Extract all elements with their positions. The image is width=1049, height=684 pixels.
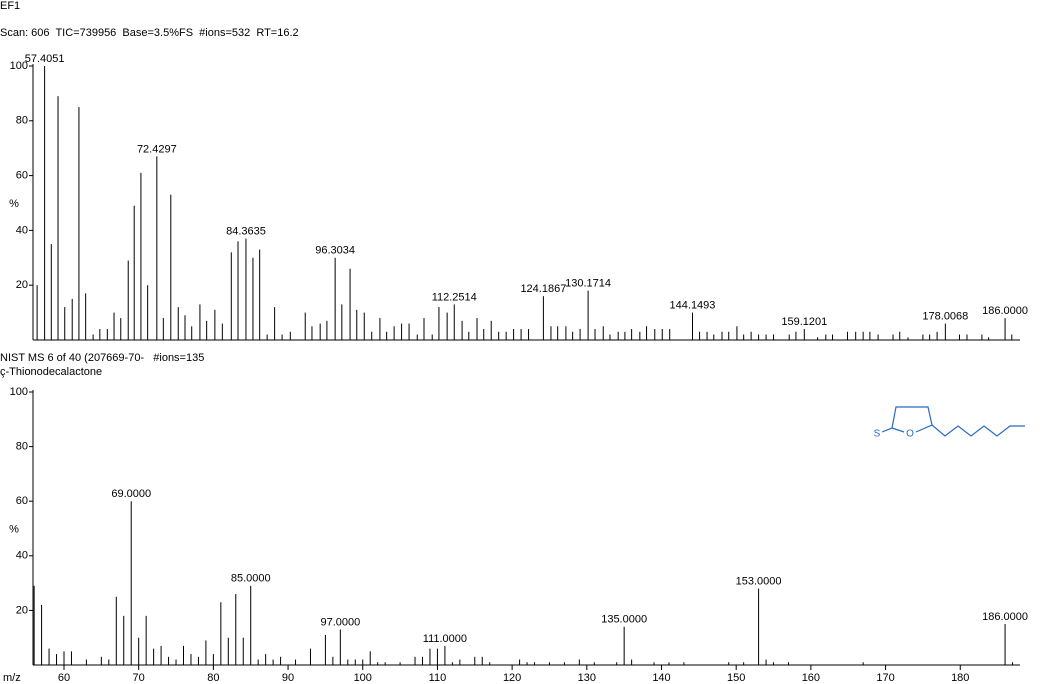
peak-label: 111.0000 xyxy=(423,633,467,645)
peak-label: 178.0068 xyxy=(922,310,968,322)
x-tick-label: 90 xyxy=(282,672,294,684)
y-tick-label: 100 xyxy=(10,386,28,398)
chart-subtitle: ç-Thionodecalactone xyxy=(0,366,102,378)
peak-label: 69.0000 xyxy=(111,488,151,500)
y-tick-label: 60 xyxy=(16,170,28,182)
peak-label: 135.0000 xyxy=(601,614,647,626)
chart-subtitle: Scan: 606 TIC=739956 Base=3.5%FS #ions=5… xyxy=(0,27,299,39)
x-tick-label: 80 xyxy=(207,672,219,684)
peak-label: 96.3034 xyxy=(315,245,355,257)
peak-label: 124.1867 xyxy=(520,283,566,295)
structure-bond xyxy=(891,406,933,433)
x-tick-label: 110 xyxy=(429,672,447,684)
chart-title: EF1 xyxy=(0,0,20,12)
peak-label: 186.0000 xyxy=(982,305,1028,317)
peak-label: 97.0000 xyxy=(320,616,360,628)
structure-atom: S xyxy=(874,429,881,440)
structure-atom: O xyxy=(906,429,914,440)
x-tick-label: 60 xyxy=(58,672,70,684)
x-tick-label: 130 xyxy=(578,672,596,684)
x-tick-label: 140 xyxy=(652,672,670,684)
peak-label: 159.1201 xyxy=(781,316,827,328)
y-tick-label: 80 xyxy=(16,115,28,127)
y-tick-label: 40 xyxy=(16,224,28,236)
peak-label: 57.4051 xyxy=(25,53,65,65)
peak-label: 72.4297 xyxy=(137,143,177,155)
x-tick-label: 100 xyxy=(354,672,372,684)
x-tick-label: 70 xyxy=(133,672,145,684)
x-tick-label: 180 xyxy=(951,672,969,684)
structure-bond xyxy=(891,427,905,433)
peak-label: 144.1493 xyxy=(670,300,716,312)
y-axis-label: % xyxy=(9,198,19,210)
structure-bond xyxy=(931,424,1025,437)
x-tick-label: 120 xyxy=(503,672,521,684)
peak-label: 85.0000 xyxy=(231,573,271,585)
peak-label: 153.0000 xyxy=(736,575,782,587)
structure-bond xyxy=(881,427,893,433)
x-axis-label: m/z xyxy=(3,672,21,684)
x-tick-label: 160 xyxy=(802,672,820,684)
y-tick-label: 60 xyxy=(16,495,28,507)
y-tick-label: 100 xyxy=(10,60,28,72)
y-axis-label: % xyxy=(9,523,19,535)
peak-label: 186.0000 xyxy=(982,611,1028,623)
y-tick-label: 80 xyxy=(16,441,28,453)
x-tick-label: 170 xyxy=(876,672,894,684)
peak-label: 112.2514 xyxy=(432,291,477,303)
y-tick-label: 20 xyxy=(16,279,28,291)
y-tick-label: 40 xyxy=(16,550,28,562)
peak-label: 84.3635 xyxy=(226,226,266,238)
x-tick-label: 150 xyxy=(727,672,745,684)
y-tick-label: 20 xyxy=(16,604,28,616)
chart-title: NIST MS 6 of 40 (207669-70- #ions=135 xyxy=(0,352,204,364)
peak-label: 130.1714 xyxy=(565,278,611,290)
